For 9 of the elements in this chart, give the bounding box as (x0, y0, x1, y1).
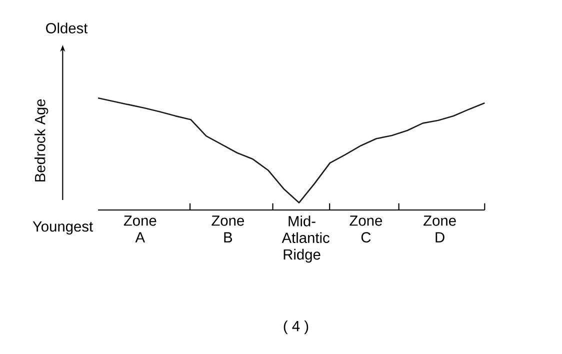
text: Youngest (32, 221, 93, 235)
text: Zone D (424, 216, 456, 242)
text: ( 4 ) (284, 320, 308, 334)
y-axis-title: Bedrock Age (34, 99, 48, 182)
text: Zone A (124, 216, 156, 242)
text: Zone B (212, 216, 244, 242)
text: Oldest (46, 22, 88, 34)
text: Zone C (350, 216, 382, 242)
text: Mid-Atlantic Ridge (282, 216, 330, 263)
